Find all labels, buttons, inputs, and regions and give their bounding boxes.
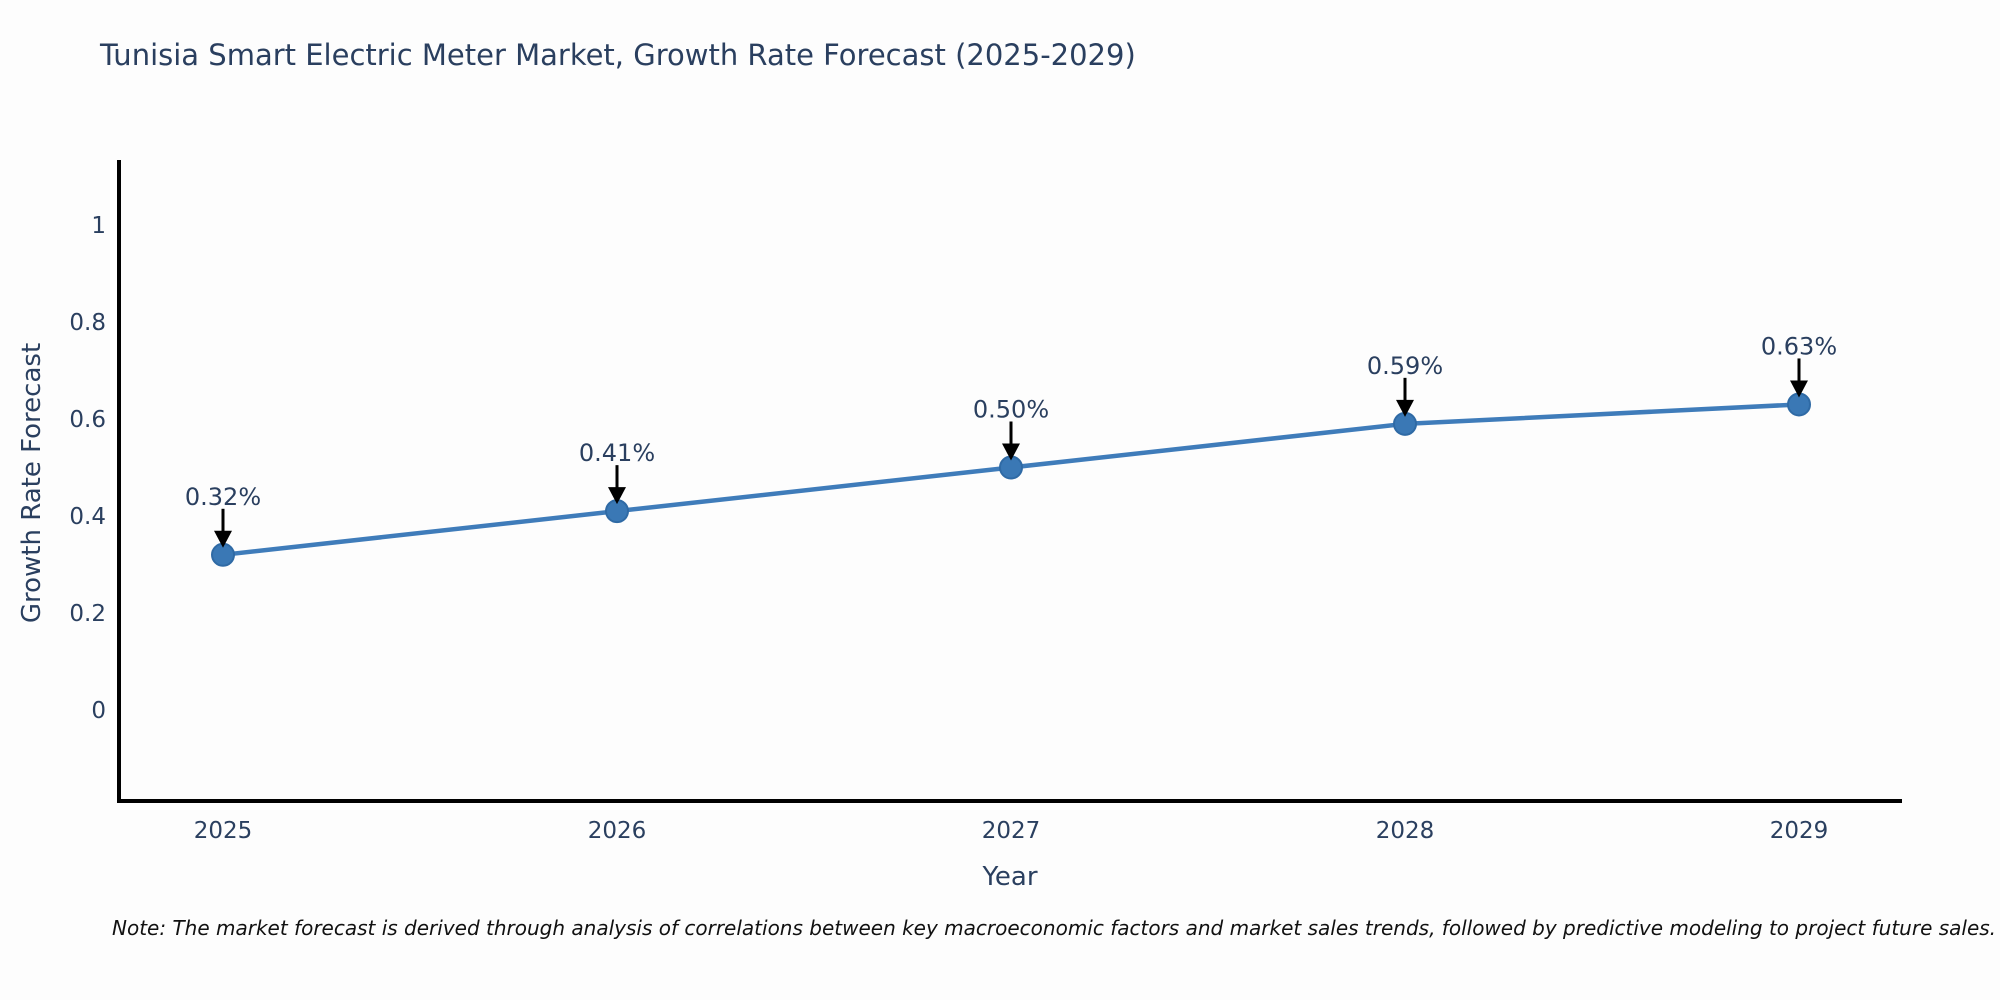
annotation-arrowhead [214,530,232,548]
y-tick-label: 0.2 [69,601,106,627]
y-tick-label: 0.8 [69,310,106,336]
footnote: Note: The market forecast is derived thr… [112,916,1997,940]
annotation-label: 0.59% [1367,352,1443,380]
x-tick-label: 2028 [1376,818,1435,844]
y-tick-label: 0.6 [69,407,106,433]
x-tick-label: 2025 [194,818,253,844]
x-tick-label: 2029 [1770,818,1829,844]
y-tick-label: 0 [91,698,106,724]
y-tick-label: 0.4 [69,504,106,530]
annotation-arrowhead [1396,399,1414,417]
annotation-label: 0.41% [579,439,655,467]
x-axis-title: Year [982,862,1038,892]
annotation-label: 0.50% [973,396,1049,424]
annotation-label: 0.32% [185,483,261,511]
x-tick-label: 2027 [982,818,1041,844]
annotation-arrowhead [608,487,626,505]
y-axis-title: Growth Rate Forecast [17,342,47,624]
annotation-arrowhead [1002,443,1020,461]
annotation-label: 0.63% [1761,332,1837,360]
chart-title: Tunisia Smart Electric Meter Market, Gro… [100,38,1136,72]
x-tick-label: 2026 [588,818,647,844]
y-tick-label: 1 [91,213,106,239]
annotation-arrowhead [1790,380,1808,398]
